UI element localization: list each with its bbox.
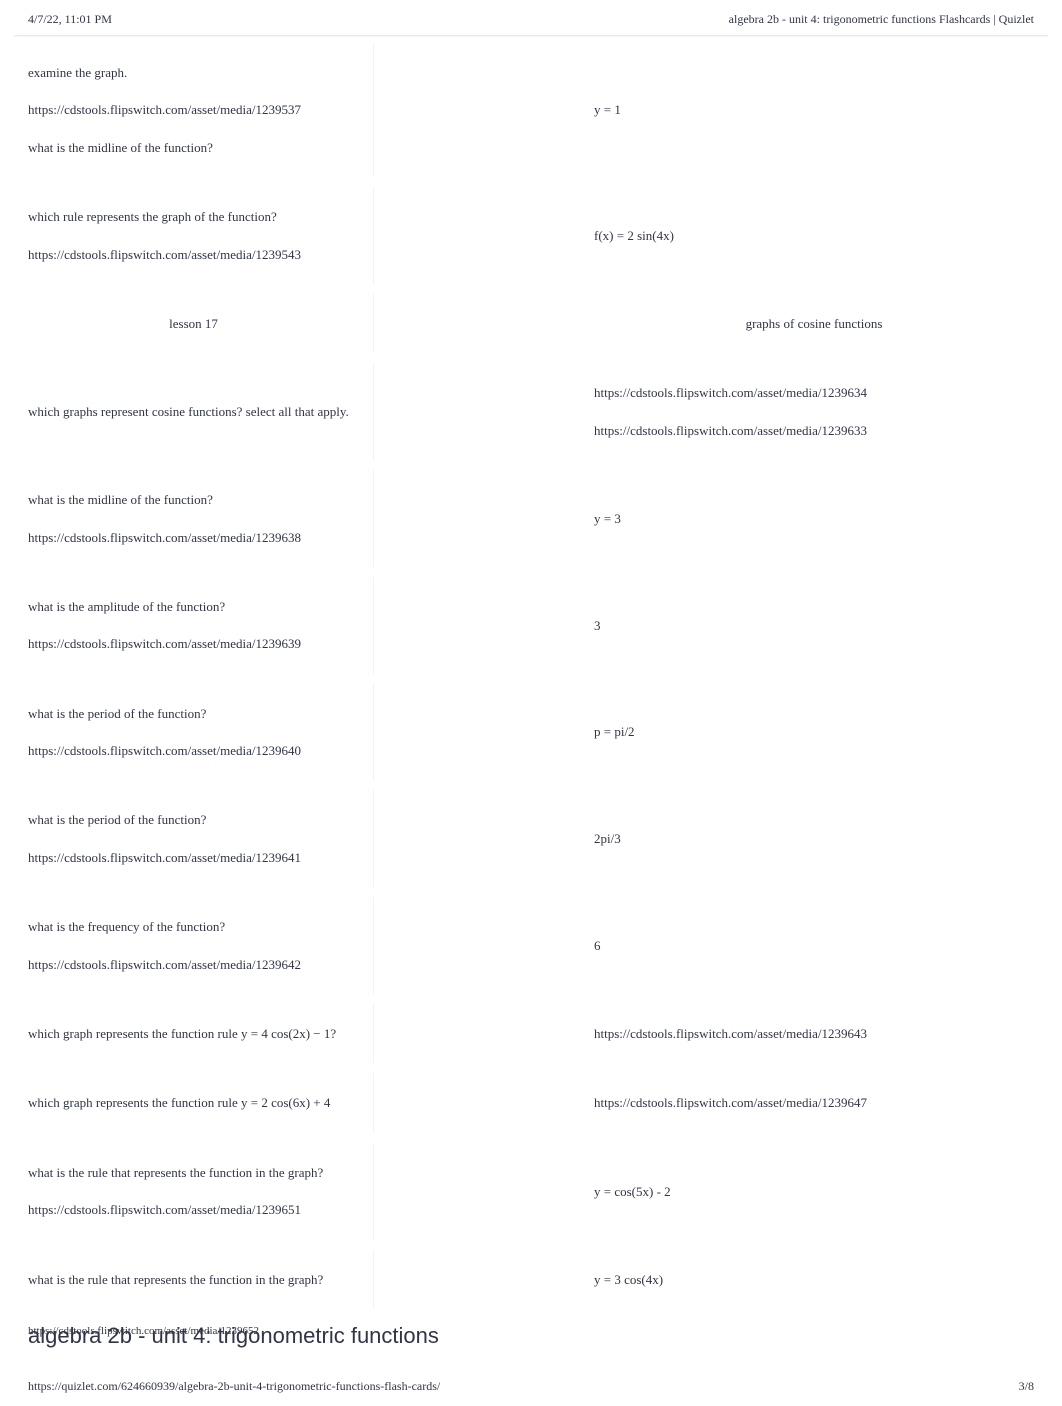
text: https://cdstools.flipswitch.com/asset/me… <box>28 846 359 869</box>
text: y = cos(5x) - 2 <box>594 1180 1034 1203</box>
text: 3 <box>594 614 1034 637</box>
term-side: which graph represents the function rule… <box>14 1073 374 1132</box>
definition-side: 2pi/3 <box>374 790 1048 887</box>
definition-side: https://cdstools.flipswitch.com/asset/me… <box>374 1073 1048 1132</box>
text: https://cdstools.flipswitch.com/asset/me… <box>594 1091 1034 1114</box>
text: https://cdstools.flipswitch.com/asset/me… <box>28 1198 359 1221</box>
definition-side: https://cdstools.flipswitch.com/asset/me… <box>374 1004 1048 1063</box>
print-footer: https://quizlet.com/624660939/algebra-2b… <box>0 1349 1062 1406</box>
term-side: which rule represents the graph of the f… <box>14 187 374 284</box>
card-list: examine the graph. https://cdstools.flip… <box>0 43 1062 1309</box>
text: https://cdstools.flipswitch.com/asset/me… <box>28 632 359 655</box>
term-side: which graph represents the function rule… <box>14 1004 374 1063</box>
definition-side: 3 <box>374 577 1048 674</box>
print-header: 4/7/22, 11:01 PM algebra 2b - unit 4: tr… <box>0 12 1062 35</box>
text: https://cdstools.flipswitch.com/asset/me… <box>28 526 359 549</box>
text: what is the frequency of the function? <box>28 915 359 938</box>
doc-title: algebra 2b - unit 4: trigonometric funct… <box>729 12 1034 27</box>
term-side: what is the rule that represents the fun… <box>14 1250 374 1309</box>
definition-side: graphs of cosine functions <box>374 294 1048 353</box>
text: p = pi/2 <box>594 720 1034 743</box>
text: which graph represents the function rule… <box>28 1091 359 1114</box>
text: y = 1 <box>594 98 1034 121</box>
term-side: which graphs represent cosine functions?… <box>14 363 374 460</box>
definition-side: y = 3 cos(4x) <box>374 1250 1048 1309</box>
definition-side: y = cos(5x) - 2 <box>374 1143 1048 1240</box>
flashcard-lesson: lesson 17 graphs of cosine functions <box>14 294 1048 353</box>
flashcard: what is the rule that represents the fun… <box>14 1250 1048 1309</box>
footer-url: https://quizlet.com/624660939/algebra-2b… <box>28 1379 440 1394</box>
text: https://cdstools.flipswitch.com/asset/me… <box>28 953 359 976</box>
definition-side: https://cdstools.flipswitch.com/asset/me… <box>374 363 1048 460</box>
text: what is the period of the function? <box>28 808 359 831</box>
flashcard: what is the rule that represents the fun… <box>14 1143 1048 1240</box>
text: https://cdstools.flipswitch.com/asset/me… <box>594 419 1034 442</box>
flashcard: which rule represents the graph of the f… <box>14 187 1048 284</box>
term-side: examine the graph. https://cdstools.flip… <box>14 43 374 177</box>
definition-side: y = 1 <box>374 43 1048 177</box>
flashcard: what is the amplitude of the function? h… <box>14 577 1048 674</box>
text: what is the midline of the function? <box>28 488 359 511</box>
definition-side: p = pi/2 <box>374 684 1048 781</box>
text: https://cdstools.flipswitch.com/asset/me… <box>594 381 1034 404</box>
overlap-url: https://cdstools.flipswitch.com/asset/me… <box>28 1325 1034 1337</box>
flashcard: which graphs represent cosine functions?… <box>14 363 1048 460</box>
text: examine the graph. <box>28 61 359 84</box>
text: y = 3 cos(4x) <box>594 1268 1034 1291</box>
definition-side: 6 <box>374 897 1048 994</box>
text: what is the rule that represents the fun… <box>28 1161 359 1184</box>
page: 4/7/22, 11:01 PM algebra 2b - unit 4: tr… <box>0 0 1062 1406</box>
footer-overlap: https://cdstools.flipswitch.com/asset/me… <box>0 1319 1062 1349</box>
text: y = 3 <box>594 507 1034 530</box>
text: which graph represents the function rule… <box>28 1022 359 1045</box>
text: https://cdstools.flipswitch.com/asset/me… <box>28 98 359 121</box>
text: f(x) = 2 sin(4x) <box>594 224 1034 247</box>
flashcard: which graph represents the function rule… <box>14 1004 1048 1063</box>
term-side: what is the period of the function? http… <box>14 790 374 887</box>
definition-side: f(x) = 2 sin(4x) <box>374 187 1048 284</box>
divider <box>14 35 1048 37</box>
text: https://cdstools.flipswitch.com/asset/me… <box>28 739 359 762</box>
timestamp: 4/7/22, 11:01 PM <box>28 12 112 27</box>
term-side: what is the amplitude of the function? h… <box>14 577 374 674</box>
term-side: what is the rule that represents the fun… <box>14 1143 374 1240</box>
flashcard: examine the graph. https://cdstools.flip… <box>14 43 1048 177</box>
text: lesson 17 <box>169 312 218 335</box>
flashcard: what is the frequency of the function? h… <box>14 897 1048 994</box>
text: https://cdstools.flipswitch.com/asset/me… <box>28 243 359 266</box>
text: what is the period of the function? <box>28 702 359 725</box>
text: 6 <box>594 934 1034 957</box>
text: what is the midline of the function? <box>28 136 359 159</box>
flashcard: which graph represents the function rule… <box>14 1073 1048 1132</box>
flashcard: what is the period of the function? http… <box>14 684 1048 781</box>
flashcard: what is the midline of the function? htt… <box>14 470 1048 567</box>
text: what is the amplitude of the function? <box>28 595 359 618</box>
flashcard: what is the period of the function? http… <box>14 790 1048 887</box>
page-number: 3/8 <box>1019 1379 1034 1394</box>
text: which rule represents the graph of the f… <box>28 205 359 228</box>
text: 2pi/3 <box>594 827 1034 850</box>
term-side: what is the frequency of the function? h… <box>14 897 374 994</box>
text: graphs of cosine functions <box>594 312 1034 335</box>
term-side: what is the midline of the function? htt… <box>14 470 374 567</box>
text: which graphs represent cosine functions?… <box>28 400 359 423</box>
text: https://cdstools.flipswitch.com/asset/me… <box>594 1022 1034 1045</box>
term-side: lesson 17 <box>14 294 374 353</box>
term-side: what is the period of the function? http… <box>14 684 374 781</box>
definition-side: y = 3 <box>374 470 1048 567</box>
text: what is the rule that represents the fun… <box>28 1268 359 1291</box>
